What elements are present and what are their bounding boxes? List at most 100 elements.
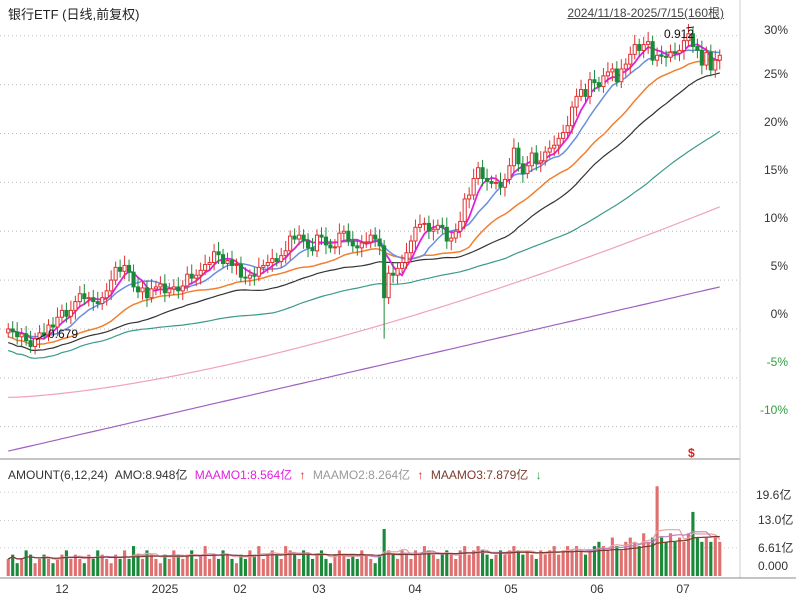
volume-bar (494, 554, 498, 576)
candle-body (516, 147, 521, 165)
volume-bar (552, 546, 556, 576)
candle-body (323, 236, 329, 246)
candle-body (337, 232, 342, 248)
volume-bar (467, 554, 471, 576)
candle-body (355, 245, 360, 249)
x-tick-label: 05 (504, 582, 518, 596)
volume-bar (78, 558, 82, 576)
candle-body (480, 167, 485, 179)
maamo2-arrow: ↑ (417, 468, 424, 482)
candle-body (131, 271, 136, 288)
volume-bar (127, 558, 131, 576)
candle-body (578, 89, 584, 97)
candle-body (59, 309, 65, 318)
volume-bar (100, 554, 104, 576)
candle-body (310, 247, 315, 252)
maamo1-value: MAAMO1:8.564亿 (194, 468, 293, 482)
candle-body (489, 180, 494, 184)
volume-bar (194, 558, 198, 576)
volume-bar (51, 563, 55, 576)
volume-bar (96, 550, 100, 576)
candle-body (238, 263, 244, 278)
candle-body (507, 165, 512, 180)
volume-bar (633, 541, 637, 576)
volume-bar (270, 550, 274, 576)
date-range[interactable]: 2024/11/18-2025/7/15(160根) (567, 6, 724, 20)
ma-long2-line (8, 72, 720, 352)
volume-bar (395, 558, 400, 576)
volume-bar (400, 550, 404, 576)
maamo2-value: MAAMO2:8.264亿 (312, 468, 411, 482)
x-tick-label: 2025 (151, 582, 179, 596)
volume-bar (64, 550, 68, 576)
candle-body (426, 222, 431, 232)
volume-bar (521, 554, 525, 576)
candle-body (467, 194, 472, 200)
candle-body (650, 41, 655, 61)
volume-bar (646, 541, 650, 576)
volume-bar (324, 558, 328, 576)
candle-body (91, 297, 96, 303)
volume-bar (360, 550, 364, 576)
volume-bar (105, 558, 109, 576)
volume-bar (163, 554, 167, 576)
candle-body (538, 160, 543, 164)
ma-long1-line (7, 59, 720, 346)
candle-body (270, 258, 275, 264)
candle-body (435, 224, 440, 230)
volume-tick-label: 0.000 (758, 559, 789, 573)
candle-body (301, 234, 306, 242)
volume-tick-label: 6.61亿 (758, 541, 794, 555)
maamo3-value: MAAMO3:7.879亿 (430, 468, 529, 482)
volume-bar (637, 546, 641, 576)
volume-ma-line (7, 535, 720, 560)
candle-body (386, 272, 391, 299)
y-tick-label: 15% (763, 163, 788, 177)
volume-bar (29, 554, 33, 576)
candle-body (623, 63, 628, 70)
candle-body (614, 68, 619, 83)
candle-body (440, 224, 445, 228)
candle-body (641, 44, 646, 51)
candle-body (668, 51, 673, 58)
candle-body (283, 250, 288, 257)
candle-body (453, 230, 458, 239)
ma-long4-line (8, 206, 721, 398)
volume-bar (239, 554, 243, 576)
volume-bar (355, 558, 359, 576)
volume-bar (686, 533, 691, 576)
volume-bar (315, 554, 319, 576)
volume-bar (11, 554, 15, 576)
candle-body (109, 279, 114, 292)
volume-bar (413, 550, 418, 576)
candle-body (458, 220, 463, 232)
volume-bar (131, 546, 136, 576)
high-annotation: 0.912 (664, 27, 695, 41)
amo-value: AMO:8.948亿 (114, 468, 188, 482)
volume-bar (512, 546, 516, 576)
volume-bar (454, 558, 458, 576)
candle-body (305, 240, 311, 249)
dividend-marker[interactable]: $ (688, 446, 695, 460)
volume-bar (342, 554, 346, 576)
volume-bar (530, 554, 534, 576)
volume-bar (212, 554, 216, 576)
volume-bar (158, 563, 162, 576)
candle-body (33, 338, 38, 348)
volume-bar (310, 558, 315, 576)
candle-body (292, 235, 297, 240)
candle-body (55, 316, 60, 328)
indicator-row: AMOUNT(6,12,24) AMO:8.948亿 MAAMO1:8.564亿… (8, 466, 546, 483)
candle-body (225, 260, 230, 264)
volume-bar (91, 558, 95, 576)
volume-bar (55, 558, 60, 576)
volume-bar (293, 554, 297, 576)
candle-body (534, 152, 539, 164)
candle-body (207, 262, 212, 265)
candle-body (100, 297, 105, 305)
candle-body (672, 51, 678, 54)
candle-body (28, 340, 33, 348)
ma-long5-line (8, 286, 720, 452)
candle-body (180, 285, 185, 292)
